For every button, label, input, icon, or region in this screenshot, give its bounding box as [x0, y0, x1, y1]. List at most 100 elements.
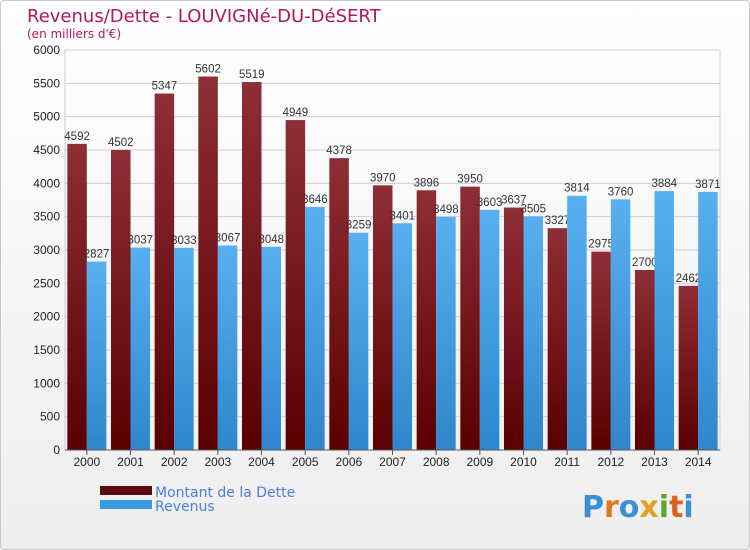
- bar-revenue: [130, 247, 150, 450]
- data-label-debt: 3970: [370, 172, 396, 184]
- data-label-revenue: 3603: [477, 197, 503, 209]
- data-label-revenue: 3067: [215, 233, 241, 245]
- data-label-revenue: 3401: [389, 210, 415, 222]
- x-tick-label: 2004: [248, 455, 275, 469]
- bar-revenue: [436, 216, 456, 450]
- y-axis: 0 500 1000 1500 2000 2500 3000 3500 4000 4500 5000…: [33, 43, 60, 457]
- legend-swatch-debt: [100, 486, 152, 495]
- x-tick-label: 2005: [292, 455, 319, 469]
- x-tick-label: 2011: [554, 455, 580, 469]
- y-tick-label: 5500: [33, 76, 60, 90]
- bar-revenue: [698, 191, 718, 450]
- x-tick-label: 2009: [466, 455, 493, 469]
- bar-revenue: [654, 191, 674, 451]
- x-tick-label: 2012: [597, 455, 624, 469]
- bar-debt: [547, 228, 568, 450]
- bar-debt: [329, 158, 349, 450]
- data-label-revenue: 3033: [171, 235, 197, 247]
- data-label-revenue: 3037: [127, 235, 153, 247]
- bar-debt: [504, 207, 524, 450]
- x-tick-label: 2008: [423, 455, 450, 469]
- legend-label-revenue: Revenus: [155, 499, 215, 515]
- bar-debt: [460, 186, 480, 450]
- legend-label-debt: Montant de la Dette: [155, 485, 295, 501]
- bar-debt: [635, 270, 655, 450]
- data-label-debt: 4502: [108, 137, 134, 149]
- y-tick-label: 1000: [33, 376, 60, 390]
- data-label-debt: 4592: [64, 131, 90, 143]
- x-tick-label: 2000: [73, 455, 100, 469]
- bar-debt: [285, 120, 306, 451]
- bar-debt: [242, 82, 262, 451]
- chart-subtitle: (en milliers d'€): [27, 27, 121, 41]
- data-label-revenue: 3814: [564, 183, 590, 195]
- data-label-debt: 5519: [239, 69, 265, 81]
- data-label-debt: 3896: [414, 177, 440, 189]
- y-tick-label: 2500: [33, 276, 60, 290]
- x-tick-label: 2002: [161, 455, 188, 469]
- data-label-debt: 2462: [676, 273, 702, 285]
- data-label-debt: 3637: [501, 195, 527, 207]
- data-label-revenue: 3048: [258, 234, 284, 246]
- x-tick-label: 2003: [204, 455, 231, 469]
- legend-swatch-revenue: [100, 500, 152, 509]
- bar-debt: [373, 185, 393, 451]
- bar-revenue: [392, 223, 412, 450]
- x-tick-label: 2010: [510, 455, 537, 469]
- data-label-revenue: 3498: [433, 204, 459, 216]
- x-tick-label: 2006: [335, 455, 362, 469]
- bar-debt: [154, 93, 175, 451]
- bar-revenue: [567, 195, 587, 450]
- bar-debt: [416, 190, 437, 450]
- x-tick-label: 2014: [685, 455, 712, 469]
- svg-text:Proxiti: Proxiti: [582, 490, 694, 525]
- x-tick-label: 2001: [117, 455, 144, 469]
- bar-revenue: [217, 245, 238, 450]
- y-tick-label: 3500: [33, 210, 60, 224]
- bar-revenue: [174, 247, 194, 450]
- data-label-debt: 3327: [545, 215, 571, 227]
- y-tick-label: 2000: [33, 310, 60, 324]
- y-tick-label: 3000: [33, 243, 60, 257]
- data-label-debt: 2700: [632, 257, 658, 269]
- data-label-revenue: 3646: [302, 194, 328, 206]
- data-label-revenue: 3259: [346, 220, 372, 232]
- data-label-debt: 3950: [457, 174, 483, 186]
- data-label-debt: 4949: [283, 107, 309, 119]
- data-label-revenue: 3884: [651, 178, 677, 190]
- x-tick-label: 2007: [379, 455, 406, 469]
- proxiti-logo: Proxiti: [582, 490, 694, 525]
- chart-title: Revenus/Dette - LOUVIGNé-DU-DéSERT: [27, 6, 382, 27]
- bars: 4592 2827 4502 3037 5347 3033 5602 3067 5519 3048…: [64, 64, 721, 451]
- x-axis: 2000 2001 2002 2003 2004 2005 2006 2007 2008 2009…: [65, 449, 720, 469]
- data-label-debt: 2975: [588, 239, 614, 251]
- y-tick-label: 5000: [33, 110, 60, 124]
- bar-revenue: [305, 206, 325, 450]
- bar-revenue: [348, 232, 369, 450]
- data-label-debt: 5602: [195, 64, 221, 76]
- y-tick-label: 1500: [33, 343, 60, 357]
- data-label-debt: 4378: [326, 145, 352, 157]
- bar-revenue: [610, 199, 631, 450]
- data-label-revenue: 2827: [84, 249, 110, 261]
- data-label-revenue: 3760: [608, 186, 634, 198]
- bar-debt: [198, 76, 218, 451]
- bar-revenue: [86, 261, 107, 450]
- bar-revenue: [479, 209, 500, 450]
- data-label-debt: 5347: [152, 81, 178, 93]
- y-tick-label: 4000: [33, 176, 60, 190]
- bar-revenue: [261, 246, 281, 450]
- bar-debt: [111, 149, 131, 450]
- bar-debt: [67, 143, 87, 450]
- bar-revenue: [523, 216, 543, 450]
- y-tick-label: 0: [53, 443, 60, 457]
- y-tick-label: 4500: [33, 143, 60, 157]
- data-label-revenue: 3871: [695, 179, 721, 191]
- y-tick-label: 6000: [33, 43, 60, 57]
- x-tick-label: 2013: [641, 455, 668, 469]
- bar-debt: [591, 251, 611, 450]
- y-tick-label: 500: [40, 410, 60, 424]
- bar-debt: [678, 285, 699, 450]
